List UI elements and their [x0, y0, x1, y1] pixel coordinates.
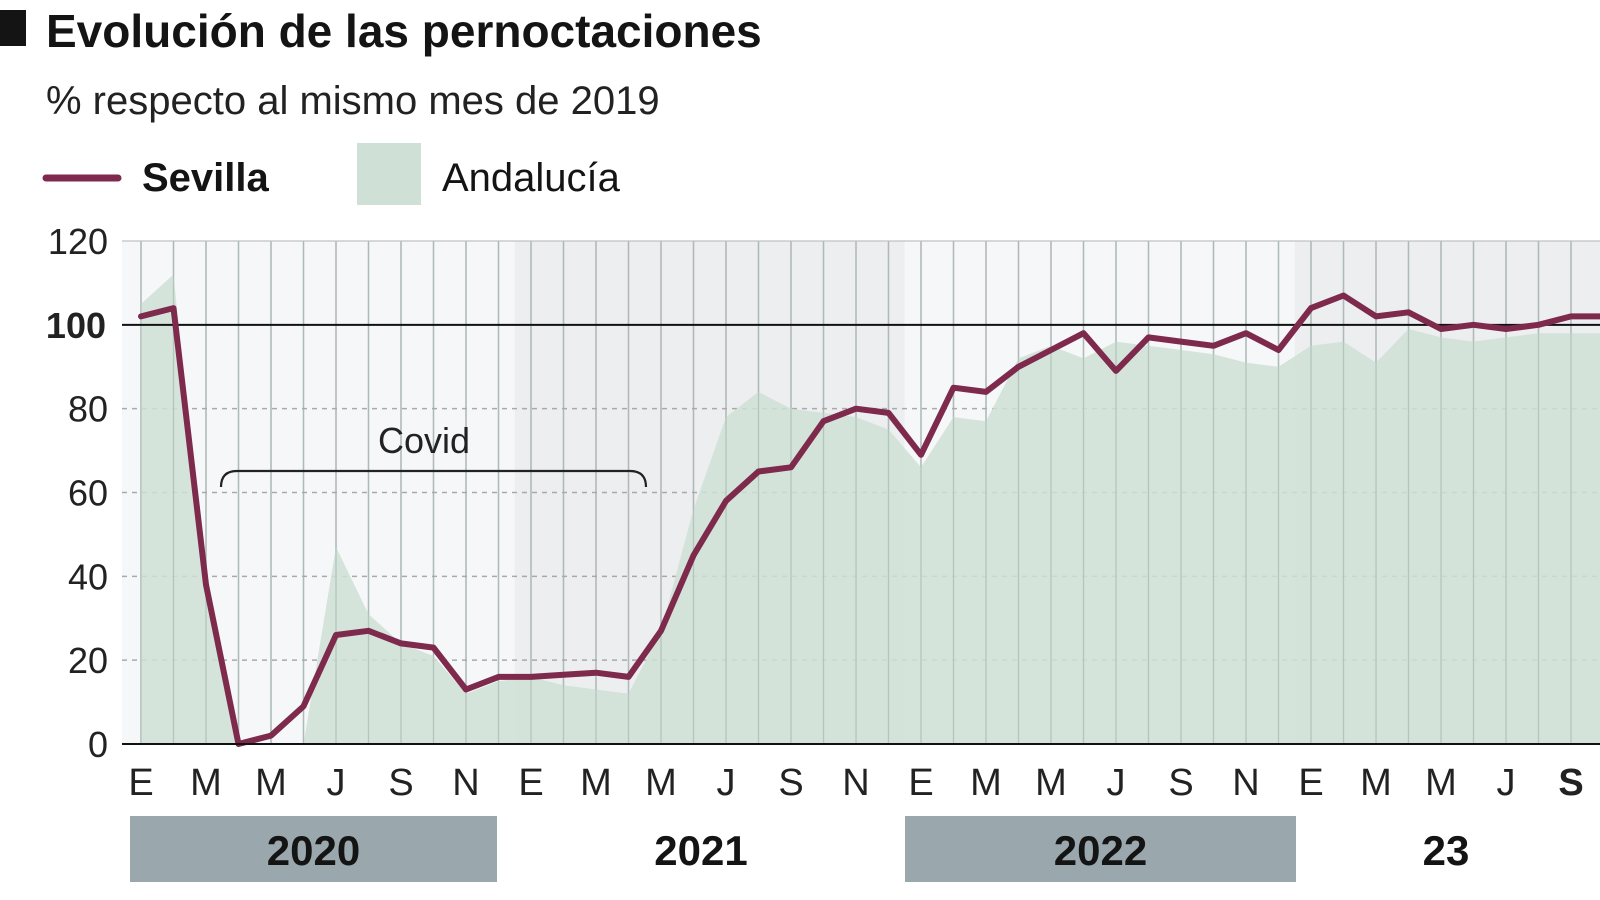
- sevilla-point-2023-02: [1341, 292, 1346, 298]
- sevilla-point-2021-09: [788, 464, 794, 470]
- x-tick-label: S: [778, 762, 803, 804]
- y-tick-label: 80: [68, 389, 108, 430]
- x-tick-label: M: [645, 762, 677, 804]
- sevilla-point-2021-04: [626, 674, 631, 680]
- x-tick-label: N: [452, 762, 479, 804]
- x-tick-label: M: [580, 762, 612, 804]
- x-tick-label: E: [1298, 762, 1323, 804]
- year-bands: 2020 2021 2022 23: [130, 816, 1469, 882]
- sevilla-point-2023-07: [1503, 326, 1509, 332]
- y-tick-label: 0: [88, 724, 108, 765]
- sevilla-point-2023-03: [1373, 313, 1379, 319]
- legend-andalucia-label: Andalucía: [442, 156, 621, 200]
- sevilla-point-2022-04: [1016, 364, 1021, 370]
- sevilla-point-2020-12: [496, 674, 501, 680]
- sevilla-point-2022-12: [1276, 347, 1281, 353]
- title-marker: [0, 10, 26, 46]
- legend-andalucia-swatch: [357, 143, 421, 205]
- x-tick-label: J: [717, 762, 736, 804]
- legend-sevilla-label: Sevilla: [142, 156, 270, 200]
- x-tick-label: S: [1168, 762, 1193, 804]
- year-band-2020: [130, 816, 497, 882]
- sevilla-point-2021-03: [593, 670, 599, 676]
- x-tick-label: N: [1232, 762, 1259, 804]
- sevilla-point-2020-09: [398, 640, 404, 646]
- covid-bracket: [219, 469, 648, 488]
- year-label: 2021: [654, 827, 747, 874]
- series-andalucia-area: [141, 274, 1600, 744]
- sevilla-point-2023-08: [1536, 322, 1541, 328]
- x-tick-label: M: [1360, 762, 1392, 804]
- sevilla-point-2022-09: [1178, 339, 1184, 345]
- sevilla-point-2022-01: [918, 452, 924, 458]
- sevilla-point-2022-10: [1211, 343, 1216, 349]
- sevilla-point-2022-02: [951, 385, 956, 391]
- x-tick-label: M: [970, 762, 1002, 804]
- year-label: 23: [1423, 827, 1470, 874]
- x-tick-label: S: [388, 762, 413, 804]
- sevilla-point-2021-01: [528, 674, 534, 680]
- year-label: 2022: [1054, 827, 1147, 874]
- sevilla-point-2020-11: [463, 687, 469, 693]
- year-band-2022: [905, 816, 1296, 882]
- sevilla-point-2022-11: [1243, 330, 1249, 336]
- y-tick-label: 20: [68, 640, 108, 681]
- sevilla-point-2020-08: [366, 628, 371, 634]
- x-tick-label: E: [128, 762, 153, 804]
- x-tick-label: J: [327, 762, 346, 804]
- x-tick-label: J: [1107, 762, 1126, 804]
- sevilla-point-2021-05: [658, 628, 664, 634]
- x-tick-label: M: [1035, 762, 1067, 804]
- sevilla-point-2020-01: [138, 313, 144, 319]
- year-label: 2020: [267, 827, 360, 874]
- chart-title: Evolución de las pernoctaciones: [46, 5, 762, 57]
- sevilla-point-2023-05: [1438, 326, 1444, 332]
- x-tick-label: E: [518, 762, 543, 804]
- y-tick-label: 40: [68, 556, 108, 597]
- sevilla-point-2023-06: [1471, 322, 1476, 328]
- sevilla-point-2022-07: [1113, 368, 1119, 374]
- sevilla-point-2022-06: [1081, 330, 1086, 336]
- sevilla-point-2023-01: [1308, 305, 1314, 311]
- y-tick-label: 120: [48, 221, 108, 262]
- sevilla-point-2022-05: [1048, 347, 1054, 353]
- chart-subtitle: % respecto al mismo mes de 2019: [46, 79, 660, 123]
- y-tick-label: 60: [68, 473, 108, 514]
- sevilla-point-2020-07: [333, 632, 339, 638]
- sevilla-point-2020-02: [171, 305, 176, 311]
- sevilla-point-2021-06: [691, 552, 696, 558]
- x-tick-label: E: [908, 762, 933, 804]
- sevilla-point-2020-03: [203, 582, 209, 588]
- sevilla-point-2020-06: [301, 703, 306, 709]
- sevilla-point-2021-07: [723, 498, 729, 504]
- sevilla-point-2020-05: [268, 733, 274, 739]
- sevilla-point-2021-12: [886, 410, 891, 416]
- y-tick-label: 100: [46, 305, 106, 346]
- sevilla-point-2021-02: [561, 672, 566, 678]
- sevilla-point-2022-08: [1146, 334, 1151, 340]
- x-tick-label: J: [1497, 762, 1516, 804]
- x-tick-label: M: [190, 762, 222, 804]
- sevilla-line-layer: [138, 292, 1600, 747]
- sevilla-point-2020-10: [431, 645, 436, 651]
- sevilla-point-2023-04: [1406, 309, 1411, 315]
- series-sevilla-line: [138, 292, 1600, 747]
- x-tick-label: N: [842, 762, 869, 804]
- sevilla-point-2022-03: [983, 389, 989, 395]
- sevilla-point-2021-10: [821, 418, 826, 424]
- covid-label: Covid: [378, 420, 470, 461]
- sevilla-point-2021-11: [853, 406, 859, 412]
- x-tick-label: M: [255, 762, 287, 804]
- x-tick-label: S: [1558, 762, 1583, 804]
- x-tick-label: M: [1425, 762, 1457, 804]
- sevilla-point-2021-08: [756, 469, 761, 475]
- sevilla-point-2023-09: [1568, 313, 1574, 319]
